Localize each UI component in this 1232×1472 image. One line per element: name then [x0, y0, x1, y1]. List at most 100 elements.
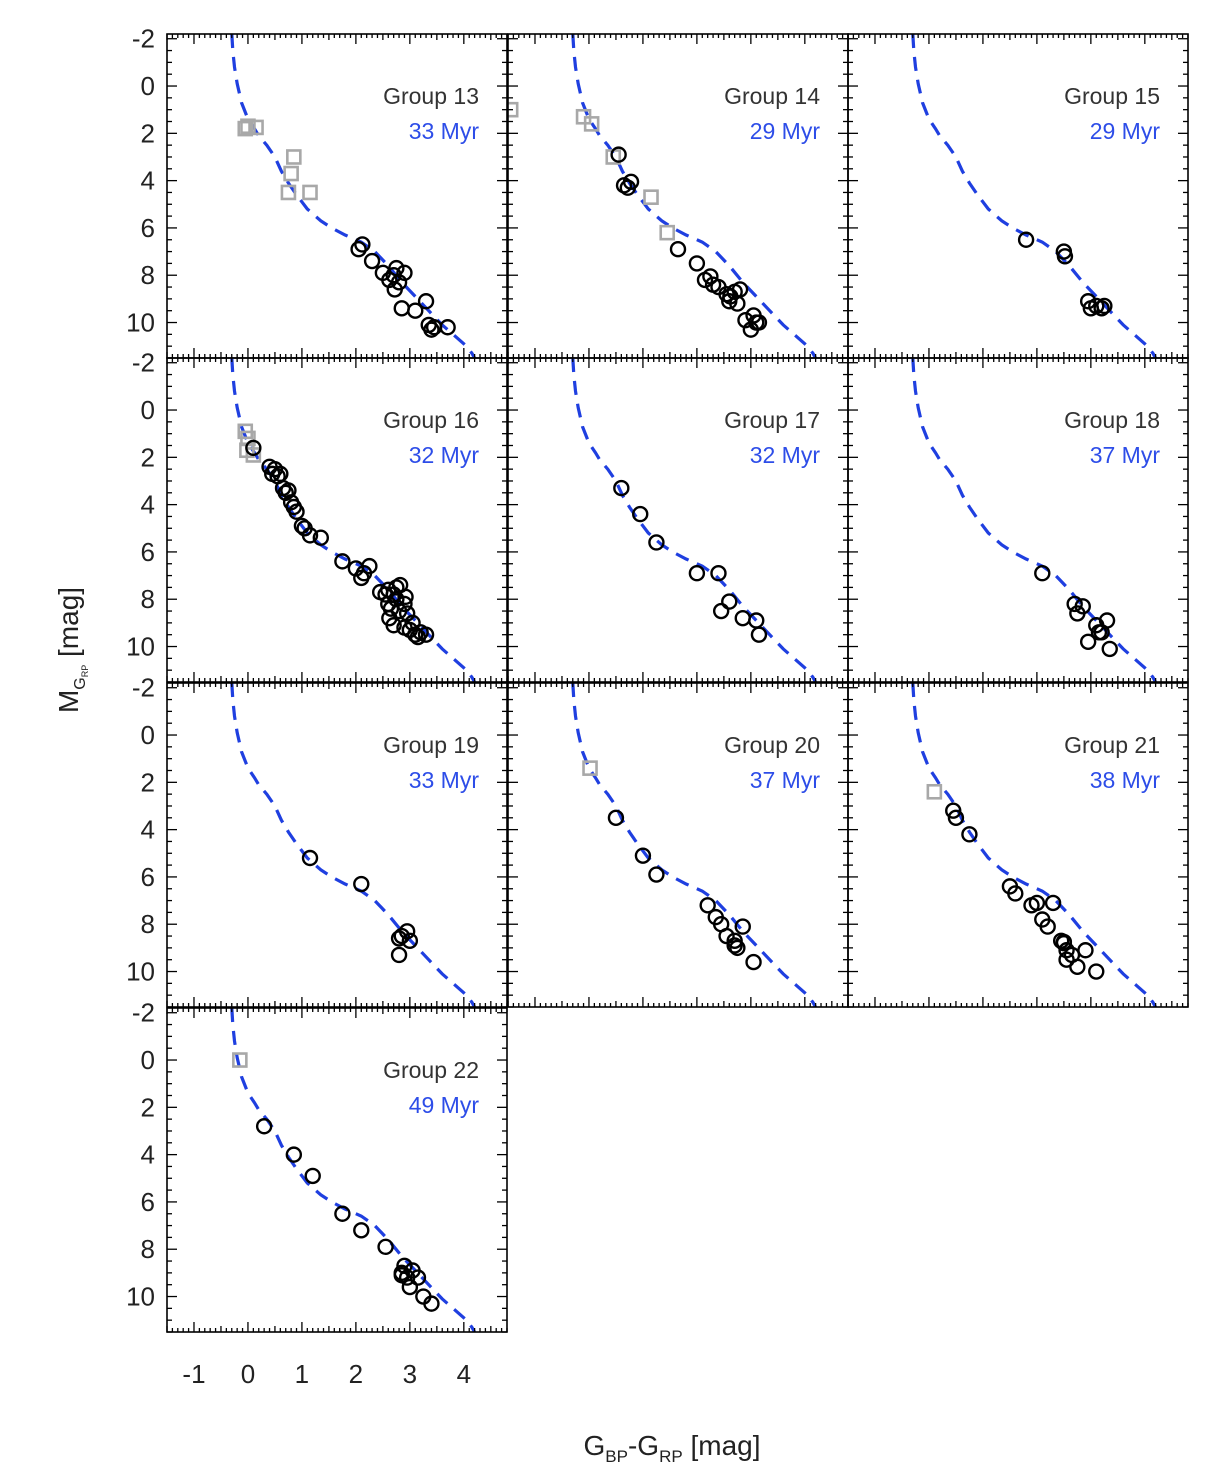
isochrone-line — [571, 683, 817, 1007]
circle-point — [396, 1257, 413, 1274]
group-title: Group 21 — [1064, 732, 1160, 758]
y-tick-label: 2 — [141, 767, 155, 797]
circle-point — [396, 264, 413, 282]
square-point — [240, 118, 256, 135]
circle-point — [334, 553, 351, 570]
y-tick-label: 0 — [141, 1045, 155, 1075]
y-tick-label: 2 — [141, 118, 155, 148]
panel-group-16: -2 0 2 4 6 8 10 Group 16 32 Myr — [126, 348, 508, 683]
group-title: Group 20 — [724, 732, 820, 758]
circle-point — [354, 236, 371, 253]
circle-point — [304, 1167, 321, 1185]
isochrone-line — [911, 683, 1157, 1007]
panel-ticks — [166, 358, 508, 683]
circle-point — [1079, 293, 1097, 310]
plot-area — [230, 683, 476, 1007]
circle-point — [729, 939, 746, 957]
circle-point — [280, 482, 297, 499]
square-point — [286, 149, 302, 165]
plot-area — [911, 683, 1157, 1007]
circle-point — [669, 241, 687, 258]
circle-point — [1028, 894, 1046, 912]
circle-point — [245, 439, 262, 457]
y-tick-label: 6 — [141, 862, 155, 892]
circle-point — [648, 534, 665, 551]
panel-ticks — [847, 683, 1189, 1008]
y-tick-label: 8 — [141, 260, 155, 290]
circle-point — [393, 300, 410, 317]
x-label-sub2: RP — [659, 1447, 683, 1466]
circle-point — [285, 1146, 303, 1163]
circle-point — [301, 849, 319, 867]
circle-point — [622, 173, 640, 191]
circle-point — [350, 241, 367, 258]
panel-frame — [847, 682, 1189, 1008]
circle-point — [699, 897, 716, 914]
isochrone-line — [230, 34, 476, 358]
circle-point — [353, 1222, 370, 1239]
group-age: 29 Myr — [1090, 118, 1161, 144]
circle-point — [688, 565, 706, 582]
circle-point — [334, 1205, 351, 1222]
circle-point — [409, 1269, 427, 1286]
panel-ticks — [507, 358, 849, 683]
group-title: Group 14 — [724, 83, 820, 109]
x-tick-label: -1 — [182, 1359, 205, 1389]
panel-group-22: -2 0 2 4 6 8 10 -1 0 1 2 3 4 Group 22 49 Myr — [126, 998, 508, 1389]
y-tick-label: 2 — [141, 442, 155, 472]
circle-point — [1034, 565, 1051, 582]
circle-point — [718, 927, 735, 945]
panel-group-21: Group 21 38 Myr — [847, 682, 1189, 1008]
circle-point — [745, 953, 762, 971]
square-point — [232, 1052, 248, 1068]
y-tick-label: 0 — [141, 71, 155, 101]
circle-point — [361, 557, 378, 575]
circle-point — [390, 946, 408, 964]
circle-point — [721, 593, 738, 610]
circle-point — [1098, 612, 1116, 629]
x-axis-label: GBP-GRP [mag] — [583, 1430, 760, 1466]
circle-point — [363, 252, 381, 270]
circle-point — [423, 321, 440, 338]
panel-frame — [166, 1007, 508, 1333]
square-point — [248, 119, 264, 136]
y-tick-label: 8 — [141, 909, 155, 939]
x-tick-label: 0 — [241, 1359, 255, 1389]
circle-point — [1044, 894, 1062, 912]
panel-group-19: -2 0 2 4 6 8 10 Group 19 33 Myr — [126, 673, 508, 1008]
circle-point — [393, 1267, 410, 1284]
y-tick-label: 10 — [126, 632, 155, 662]
panel-ticks — [507, 683, 849, 1008]
circle-point — [1066, 595, 1083, 613]
group-title: Group 18 — [1064, 407, 1160, 433]
plot-area — [230, 34, 476, 358]
circle-point — [404, 614, 421, 632]
isochrone-line — [230, 683, 476, 1007]
circle-point — [377, 1238, 394, 1256]
panel-group-14: Group 14 29 Myr — [507, 33, 849, 359]
plot-area — [508, 34, 817, 358]
circle-point — [401, 932, 419, 949]
panel-frame — [166, 682, 508, 1008]
circle-point — [712, 602, 730, 620]
circle-point — [710, 565, 727, 582]
circle-point — [702, 268, 719, 285]
square-point — [659, 224, 676, 241]
group-title: Group 17 — [724, 407, 820, 433]
circle-point — [688, 255, 706, 272]
circle-point — [1055, 933, 1073, 951]
circle-point — [388, 591, 405, 608]
circle-point — [1017, 231, 1035, 248]
panel-group-13: -2 0 2 4 6 8 10 Group 13 33 Myr — [126, 24, 508, 359]
circle-point — [1074, 598, 1091, 615]
circle-point — [726, 932, 743, 949]
isochrone-line — [911, 34, 1157, 358]
group-title: Group 22 — [383, 1057, 479, 1083]
isochrone-line — [230, 358, 476, 682]
circle-point — [1088, 963, 1105, 980]
x-tick-label: 4 — [457, 1359, 471, 1389]
plot-area — [230, 358, 476, 682]
circle-point — [734, 918, 751, 935]
circle-point — [293, 517, 311, 535]
group-age: 32 Myr — [750, 442, 821, 468]
